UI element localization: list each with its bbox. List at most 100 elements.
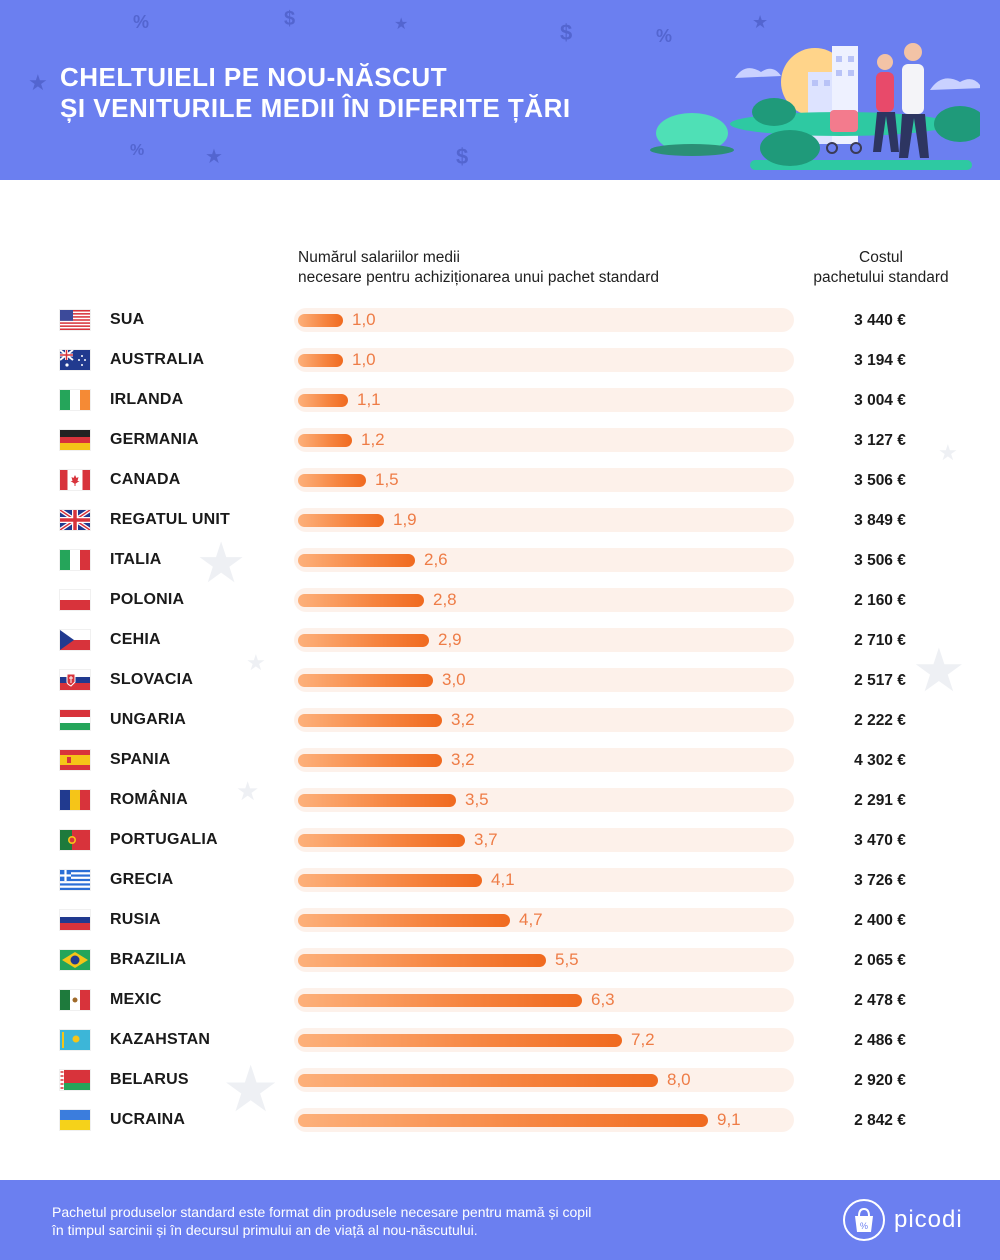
bar	[298, 754, 442, 767]
dollar-icon: $	[560, 20, 573, 45]
bar-value-label: 2,8	[433, 590, 457, 609]
flag-ie-icon	[60, 390, 90, 410]
flag-pt-icon	[60, 830, 90, 850]
flag-cz-icon	[60, 630, 90, 650]
country-label: SPANIA	[110, 751, 171, 768]
flag-ro-icon	[60, 790, 90, 810]
package-cost: 3 440 €	[854, 312, 906, 329]
bar-value-label: 1,1	[357, 390, 381, 409]
bar-track	[294, 428, 794, 452]
flag-ca-icon	[60, 470, 90, 490]
country-label: RUSIA	[110, 911, 161, 928]
package-cost: 3 127 €	[854, 432, 906, 449]
star-icon: ★	[28, 70, 48, 95]
country-label: CEHIA	[110, 631, 161, 648]
package-cost: 2 400 €	[854, 912, 906, 929]
bar	[298, 914, 510, 927]
page-title: CHELTUIELI PE NOU-NĂSCUT ȘI VENITURILE M…	[60, 62, 571, 124]
table-row: CEHIA 2,9 2 710 €	[0, 620, 1000, 660]
percent-icon: %	[130, 142, 145, 159]
bar	[298, 994, 582, 1007]
bar	[298, 354, 343, 367]
picodi-bag-icon: %	[843, 1199, 885, 1241]
flag-gb-icon	[60, 510, 90, 530]
package-cost: 2 920 €	[854, 1072, 906, 1089]
bar	[298, 874, 482, 887]
table-row: SUA 1,0 3 440 €	[0, 300, 1000, 340]
bar-value-label: 1,0	[352, 310, 376, 329]
bar-track	[294, 308, 794, 332]
bar	[298, 1074, 658, 1087]
table-row: REGATUL UNIT 1,9 3 849 €	[0, 500, 1000, 540]
country-label: POLONIA	[110, 591, 185, 608]
package-cost: 2 160 €	[854, 592, 906, 609]
package-cost: 2 486 €	[854, 1032, 906, 1049]
title-line-2: ȘI VENITURILE MEDII ÎN DIFERITE ȚĂRI	[60, 93, 571, 123]
package-cost: 2 065 €	[854, 952, 906, 969]
picodi-logo: % picodi	[842, 1198, 972, 1242]
flag-by-icon	[60, 1070, 90, 1090]
package-cost: 3 004 €	[854, 392, 906, 409]
bar-value-label: 1,9	[393, 510, 417, 529]
bar-value-label: 1,0	[352, 350, 376, 369]
country-label: SUA	[110, 311, 145, 328]
package-cost: 2 517 €	[854, 672, 906, 689]
footnote-line-2: în timpul sarcinii și în decursul primul…	[52, 1222, 478, 1238]
country-label: GRECIA	[110, 871, 174, 888]
table-row: ITALIA 2,6 3 506 €	[0, 540, 1000, 580]
bars-column-header: Numărul salariilor medii necesare pentru…	[298, 248, 659, 288]
country-label: IRLANDA	[110, 391, 184, 408]
table-row: BELARUS 8,0 2 920 €	[0, 1060, 1000, 1100]
bar	[298, 674, 433, 687]
bar	[298, 434, 352, 447]
table-row: AUSTRALIA 1,0 3 194 €	[0, 340, 1000, 380]
table-row: BRAZILIA 5,5 2 065 €	[0, 940, 1000, 980]
bars-column-header-line-2: necesare pentru achiziționarea unui pach…	[298, 269, 660, 286]
bar	[298, 954, 546, 967]
country-label: KAZAHSTAN	[110, 1031, 211, 1048]
table-row: UCRAINA 9,1 2 842 €	[0, 1100, 1000, 1140]
flag-it-icon	[60, 550, 90, 570]
flag-ru-icon	[60, 910, 90, 930]
package-cost: 3 849 €	[854, 512, 906, 529]
cost-column-header-line-2: pachetului standard	[813, 269, 949, 286]
table-row: GRECIA 4,1 3 726 €	[0, 860, 1000, 900]
bar	[298, 1034, 622, 1047]
package-cost: 3 506 €	[854, 552, 906, 569]
footer: Pachetul produselor standard este format…	[0, 1180, 1000, 1260]
bar	[298, 634, 429, 647]
country-label: AUSTRALIA	[110, 351, 205, 368]
bar	[298, 514, 384, 527]
package-cost: 2 478 €	[854, 992, 906, 1009]
flag-sk-icon	[60, 670, 90, 690]
bar	[298, 394, 348, 407]
package-cost: 2 291 €	[854, 792, 906, 809]
flag-pl-icon	[60, 590, 90, 610]
percent-icon: %	[133, 12, 150, 32]
bar-value-label: 4,7	[519, 910, 543, 929]
bars-column-header-line-1: Numărul salariilor medii	[298, 249, 460, 266]
table-row: PORTUGALIA 3,7 3 470 €	[0, 820, 1000, 860]
package-cost: 2 842 €	[854, 1112, 906, 1129]
bar	[298, 1114, 708, 1127]
family-park-illustration	[650, 43, 980, 170]
country-label: UCRAINA	[110, 1111, 186, 1128]
dollar-icon: $	[456, 144, 469, 169]
table-row: MEXIC 6,3 2 478 €	[0, 980, 1000, 1020]
flag-es-icon	[60, 750, 90, 770]
flag-de-icon	[60, 430, 90, 450]
country-label: GERMANIA	[110, 431, 199, 448]
package-cost: 2 710 €	[854, 632, 906, 649]
bar-value-label: 3,2	[451, 750, 475, 769]
logo-text: picodi	[894, 1206, 963, 1233]
bar-value-label: 1,5	[375, 470, 399, 489]
bar-value-label: 8,0	[667, 1070, 691, 1089]
flag-ua-icon	[60, 1110, 90, 1130]
package-cost: 2 222 €	[854, 712, 906, 729]
bar-value-label: 2,6	[424, 550, 448, 569]
country-label: ROMÂNIA	[110, 791, 188, 808]
flag-hu-icon	[60, 710, 90, 730]
percent-icon: %	[656, 26, 673, 46]
bar	[298, 834, 465, 847]
star-icon: ★	[205, 146, 223, 168]
